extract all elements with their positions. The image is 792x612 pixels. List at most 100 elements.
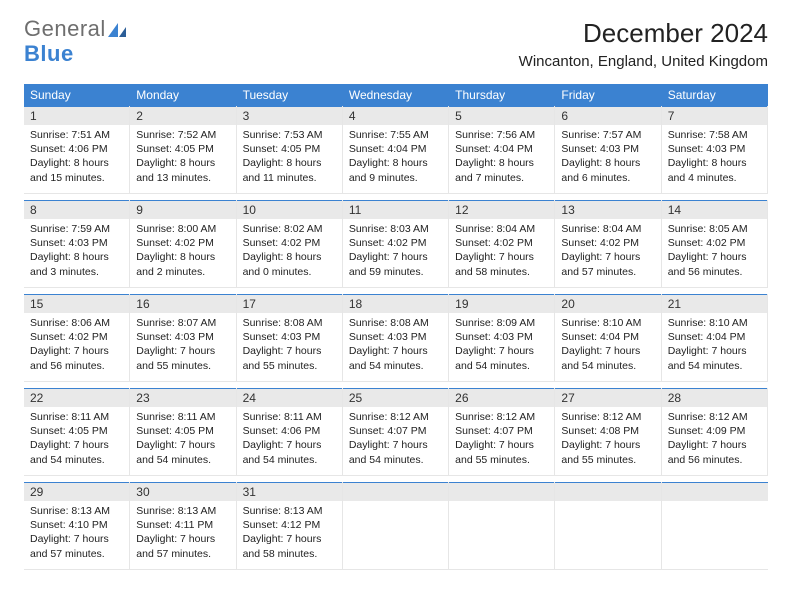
daylight-text: Daylight: 7 hours	[349, 344, 442, 358]
day-details: Sunrise: 8:10 AMSunset: 4:04 PMDaylight:…	[662, 313, 767, 379]
daylight-text: Daylight: 8 hours	[561, 156, 654, 170]
day-cell: 12Sunrise: 8:04 AMSunset: 4:02 PMDayligh…	[449, 200, 555, 288]
daylight-text-2: and 55 minutes.	[561, 453, 654, 467]
day-details: Sunrise: 8:13 AMSunset: 4:10 PMDaylight:…	[24, 501, 129, 567]
date-number: 22	[24, 388, 129, 407]
day-details: Sunrise: 8:09 AMSunset: 4:03 PMDaylight:…	[449, 313, 554, 379]
logo: General Blue	[24, 18, 128, 65]
date-number: 12	[449, 200, 554, 219]
sunrise-text: Sunrise: 8:13 AM	[243, 504, 336, 518]
sunrise-text: Sunrise: 8:12 AM	[349, 410, 442, 424]
day-cell: 24Sunrise: 8:11 AMSunset: 4:06 PMDayligh…	[237, 388, 343, 476]
daylight-text: Daylight: 7 hours	[349, 438, 442, 452]
date-number: 29	[24, 482, 129, 501]
day-cell: 11Sunrise: 8:03 AMSunset: 4:02 PMDayligh…	[343, 200, 449, 288]
sunrise-text: Sunrise: 8:11 AM	[136, 410, 229, 424]
sunset-text: Sunset: 4:07 PM	[349, 424, 442, 438]
day-details: Sunrise: 8:11 AMSunset: 4:05 PMDaylight:…	[130, 407, 235, 473]
day-cell: 16Sunrise: 8:07 AMSunset: 4:03 PMDayligh…	[130, 294, 236, 382]
date-number: 30	[130, 482, 235, 501]
daylight-text: Daylight: 7 hours	[455, 250, 548, 264]
daylight-text: Daylight: 7 hours	[455, 438, 548, 452]
sunrise-text: Sunrise: 8:06 AM	[30, 316, 123, 330]
day-details: Sunrise: 7:53 AMSunset: 4:05 PMDaylight:…	[237, 125, 342, 191]
day-details: Sunrise: 8:07 AMSunset: 4:03 PMDaylight:…	[130, 313, 235, 379]
date-number: 14	[662, 200, 767, 219]
day-details	[555, 501, 660, 561]
sunrise-text: Sunrise: 8:10 AM	[668, 316, 761, 330]
sunrise-text: Sunrise: 8:12 AM	[668, 410, 761, 424]
sunrise-text: Sunrise: 8:13 AM	[30, 504, 123, 518]
day-cell	[555, 482, 661, 570]
date-number: 17	[237, 294, 342, 313]
day-cell: 17Sunrise: 8:08 AMSunset: 4:03 PMDayligh…	[237, 294, 343, 382]
day-details: Sunrise: 8:05 AMSunset: 4:02 PMDaylight:…	[662, 219, 767, 285]
dayhead-friday: Friday	[555, 84, 661, 106]
day-cell: 30Sunrise: 8:13 AMSunset: 4:11 PMDayligh…	[130, 482, 236, 570]
date-number: 27	[555, 388, 660, 407]
dayhead-tuesday: Tuesday	[237, 84, 343, 106]
date-number	[343, 482, 448, 501]
daylight-text-2: and 54 minutes.	[561, 359, 654, 373]
day-cell: 28Sunrise: 8:12 AMSunset: 4:09 PMDayligh…	[662, 388, 768, 476]
day-details: Sunrise: 8:10 AMSunset: 4:04 PMDaylight:…	[555, 313, 660, 379]
daylight-text-2: and 54 minutes.	[136, 453, 229, 467]
date-number	[449, 482, 554, 501]
day-cell: 1Sunrise: 7:51 AMSunset: 4:06 PMDaylight…	[24, 106, 130, 194]
daylight-text-2: and 57 minutes.	[561, 265, 654, 279]
day-cell: 15Sunrise: 8:06 AMSunset: 4:02 PMDayligh…	[24, 294, 130, 382]
day-cell	[449, 482, 555, 570]
sunrise-text: Sunrise: 8:09 AM	[455, 316, 548, 330]
daylight-text: Daylight: 7 hours	[30, 344, 123, 358]
daylight-text: Daylight: 7 hours	[668, 438, 761, 452]
sunset-text: Sunset: 4:02 PM	[243, 236, 336, 250]
sunset-text: Sunset: 4:04 PM	[668, 330, 761, 344]
daylight-text: Daylight: 7 hours	[561, 438, 654, 452]
daylight-text-2: and 13 minutes.	[136, 171, 229, 185]
sunset-text: Sunset: 4:03 PM	[30, 236, 123, 250]
daylight-text: Daylight: 7 hours	[243, 532, 336, 546]
date-number	[662, 482, 768, 501]
dayhead-sunday: Sunday	[24, 84, 130, 106]
daylight-text: Daylight: 8 hours	[30, 156, 123, 170]
daylight-text-2: and 54 minutes.	[668, 359, 761, 373]
date-number: 6	[555, 106, 660, 125]
daylight-text-2: and 11 minutes.	[243, 171, 336, 185]
daylight-text-2: and 54 minutes.	[243, 453, 336, 467]
sunset-text: Sunset: 4:05 PM	[30, 424, 123, 438]
day-details: Sunrise: 8:11 AMSunset: 4:05 PMDaylight:…	[24, 407, 129, 473]
daylight-text-2: and 57 minutes.	[30, 547, 123, 561]
daylight-text-2: and 54 minutes.	[30, 453, 123, 467]
day-cell	[343, 482, 449, 570]
day-details	[343, 501, 448, 561]
sunset-text: Sunset: 4:10 PM	[30, 518, 123, 532]
day-details: Sunrise: 8:08 AMSunset: 4:03 PMDaylight:…	[237, 313, 342, 379]
sunset-text: Sunset: 4:03 PM	[455, 330, 548, 344]
day-details: Sunrise: 7:58 AMSunset: 4:03 PMDaylight:…	[662, 125, 767, 191]
sunset-text: Sunset: 4:07 PM	[455, 424, 548, 438]
day-details: Sunrise: 7:59 AMSunset: 4:03 PMDaylight:…	[24, 219, 129, 285]
date-number: 11	[343, 200, 448, 219]
day-cell: 5Sunrise: 7:56 AMSunset: 4:04 PMDaylight…	[449, 106, 555, 194]
daylight-text: Daylight: 7 hours	[668, 250, 761, 264]
sunset-text: Sunset: 4:05 PM	[136, 142, 229, 156]
date-number: 26	[449, 388, 554, 407]
date-number: 8	[24, 200, 129, 219]
sunrise-text: Sunrise: 7:59 AM	[30, 222, 123, 236]
daylight-text-2: and 6 minutes.	[561, 171, 654, 185]
daylight-text-2: and 54 minutes.	[349, 359, 442, 373]
daylight-text-2: and 54 minutes.	[455, 359, 548, 373]
day-details: Sunrise: 8:11 AMSunset: 4:06 PMDaylight:…	[237, 407, 342, 473]
date-number: 20	[555, 294, 660, 313]
daylight-text-2: and 9 minutes.	[349, 171, 442, 185]
day-cell	[662, 482, 768, 570]
day-cell: 2Sunrise: 7:52 AMSunset: 4:05 PMDaylight…	[130, 106, 236, 194]
day-cell: 31Sunrise: 8:13 AMSunset: 4:12 PMDayligh…	[237, 482, 343, 570]
sunset-text: Sunset: 4:03 PM	[561, 142, 654, 156]
day-details: Sunrise: 8:12 AMSunset: 4:09 PMDaylight:…	[662, 407, 767, 473]
day-details: Sunrise: 8:04 AMSunset: 4:02 PMDaylight:…	[555, 219, 660, 285]
sunset-text: Sunset: 4:02 PM	[136, 236, 229, 250]
daylight-text: Daylight: 8 hours	[30, 250, 123, 264]
date-number: 18	[343, 294, 448, 313]
sunset-text: Sunset: 4:04 PM	[561, 330, 654, 344]
